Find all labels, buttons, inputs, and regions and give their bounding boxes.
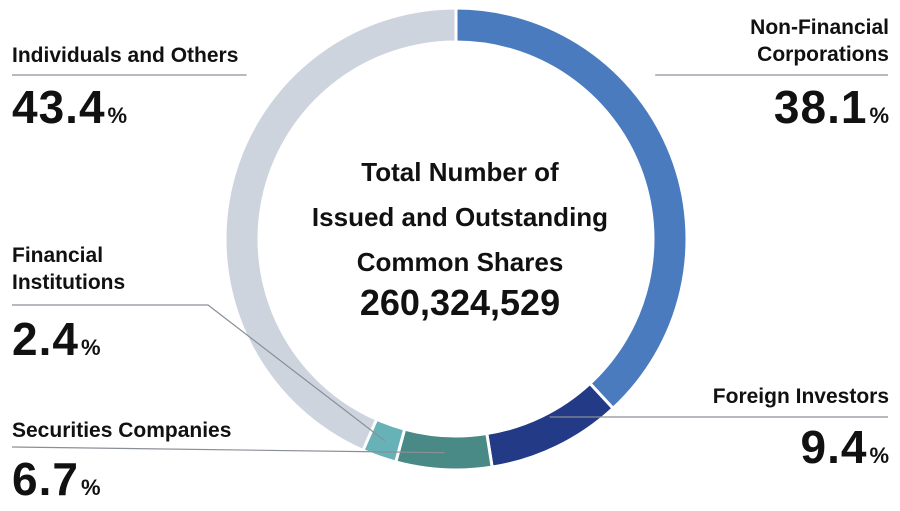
slice-foreign-investors [485, 381, 616, 469]
label-securities-companies: Securities Companies [12, 419, 232, 442]
donut-slices [223, 6, 689, 472]
leader-lines [11, 74, 888, 454]
label-foreign-investors: Foreign Investors [712, 385, 889, 408]
leader-securities-companies [11, 446, 445, 454]
label-non-financial-corporations: Non-Financial Corporations [750, 16, 889, 66]
percent-unit: % [80, 335, 101, 360]
percent-unit: % [869, 103, 889, 128]
center-total: 260,324,529 [359, 282, 561, 323]
value-number: 38.1 [773, 81, 868, 133]
value-securities-companies: 6.7% [12, 456, 101, 511]
value-number: 6.7 [12, 453, 79, 505]
percent-unit: % [80, 475, 101, 500]
center-title: Total Number of Issued and Outstanding C… [311, 157, 609, 277]
leader-financial-institutions [12, 304, 386, 442]
label-individuals-and-others: Individuals and Others [12, 44, 239, 67]
value-individuals-and-others: 43.4% [12, 84, 127, 139]
slice-individuals-and-others [223, 6, 458, 453]
value-number: 9.4 [800, 421, 868, 473]
percent-unit: % [869, 443, 889, 468]
slice-securities-companies [393, 427, 494, 472]
value-foreign-investors: 9.4% [800, 424, 889, 479]
value-number: 2.4 [12, 313, 79, 365]
value-number: 43.4 [12, 81, 106, 133]
percent-unit: % [107, 103, 128, 128]
value-financial-institutions: 2.4% [12, 316, 101, 371]
value-non-financial-corporations: 38.1% [774, 84, 889, 139]
label-financial-institutions: Financial Institutions [12, 244, 126, 294]
